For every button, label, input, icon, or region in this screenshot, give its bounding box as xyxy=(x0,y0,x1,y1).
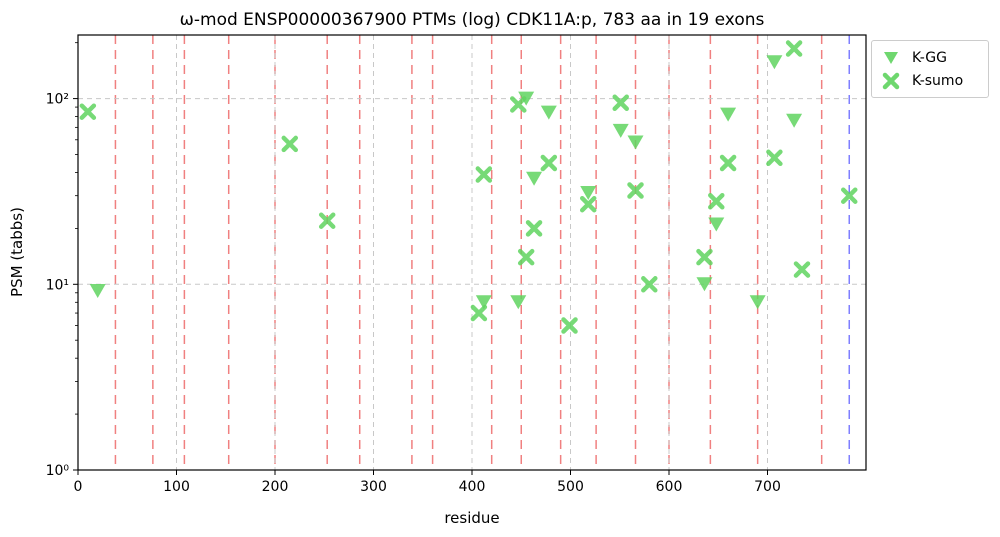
k-sumo-point xyxy=(612,94,629,111)
k-sumo-point xyxy=(540,154,558,172)
exon-boundary-lines xyxy=(114,35,851,470)
x-tick-label: 0 xyxy=(74,479,83,495)
k-sumo-point xyxy=(719,154,737,172)
k-gg-point xyxy=(627,135,644,150)
y-axis-label: PSM (tabbs) xyxy=(8,207,26,297)
k-gg-point xyxy=(786,113,803,128)
legend: K-GG K-sumo xyxy=(871,40,989,98)
grid-lines xyxy=(77,35,866,471)
k-gg-point xyxy=(540,105,557,120)
k-gg-point xyxy=(612,123,629,138)
legend-label-k-gg: K-GG xyxy=(912,50,947,66)
k-gg-point xyxy=(749,295,766,310)
k-sumo-point xyxy=(793,261,811,278)
k-sumo-point xyxy=(281,135,299,153)
k-sumo-point xyxy=(525,220,543,237)
chart-title: ω-mod ENSP00000367900 PTMs (log) CDK11A:… xyxy=(180,10,765,30)
legend-item-k-gg: K-GG xyxy=(882,48,947,68)
k-sumo-point xyxy=(766,149,783,167)
k-sumo-point xyxy=(475,166,493,183)
y-tick-label: 10¹ xyxy=(46,277,69,293)
x-tick-label: 400 xyxy=(459,479,486,495)
y-tick-label: 10⁰ xyxy=(46,463,70,479)
legend-label-k-sumo: K-sumo xyxy=(912,73,964,89)
x-tick-label: 100 xyxy=(163,479,190,495)
k-gg-point xyxy=(720,107,737,122)
k-sumo-point xyxy=(627,182,644,199)
k-sumo-point xyxy=(510,96,527,113)
x-tick-label: 500 xyxy=(557,479,584,495)
k-gg-point xyxy=(510,295,527,310)
x-tick-label: 700 xyxy=(754,479,781,495)
data-points xyxy=(79,40,858,334)
k-sumo-point xyxy=(708,193,725,210)
k-sumo-point xyxy=(318,212,336,229)
y-axis-ticks: 10⁰ 10¹ 10² xyxy=(46,42,78,479)
k-sumo-point xyxy=(517,248,535,266)
x-axis-ticks: 0 100 200 300 400 500 600 700 xyxy=(74,470,781,495)
k-gg-point xyxy=(708,217,725,232)
k-gg-point xyxy=(580,186,597,201)
k-gg-point xyxy=(475,295,492,310)
triangle-down-icon xyxy=(884,52,898,64)
k-gg-point xyxy=(526,171,543,186)
x-tick-label: 300 xyxy=(360,479,387,495)
x-axis-label: residue xyxy=(444,509,499,527)
legend-item-k-sumo: K-sumo xyxy=(882,71,963,91)
k-sumo-point xyxy=(641,276,658,293)
k-sumo-point xyxy=(785,40,803,57)
k-sumo-point xyxy=(841,187,858,204)
k-sumo-point xyxy=(79,103,97,120)
y-tick-label: 10² xyxy=(46,92,69,108)
k-gg-point xyxy=(89,284,106,299)
k-sumo-point xyxy=(696,248,713,266)
x-icon xyxy=(882,72,900,90)
k-gg-point xyxy=(766,55,783,70)
k-sumo-point xyxy=(579,195,597,213)
k-sumo-point xyxy=(470,304,488,322)
x-tick-label: 200 xyxy=(262,479,289,495)
k-sumo-point xyxy=(561,317,578,334)
k-gg-point xyxy=(696,277,713,292)
x-tick-label: 600 xyxy=(656,479,683,495)
